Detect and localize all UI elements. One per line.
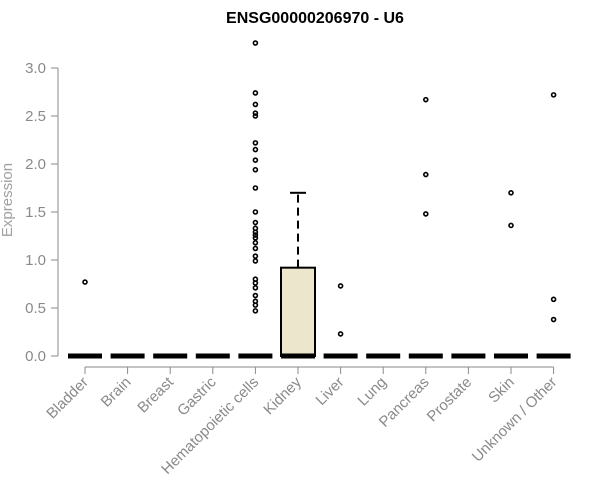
outlier-point (252, 110, 259, 116)
y-axis: 0.0 0.5 1.0 1.5 2.0 2.5 3.0 (25, 60, 59, 365)
boxes (68, 191, 571, 359)
outlier-point (252, 219, 259, 226)
outlier-point (252, 40, 259, 46)
outlier-point (252, 166, 259, 173)
outlier-point (252, 209, 259, 215)
outlier-point (252, 157, 259, 163)
y-tick-label: 0.0 (25, 348, 46, 365)
outlier-point (252, 292, 259, 299)
y-tick-label: 0.5 (25, 300, 46, 317)
outlier-point (550, 296, 557, 303)
y-tick-label: 1.5 (25, 204, 46, 221)
y-tick-label: 1.0 (25, 252, 46, 269)
outlier-point (252, 302, 259, 308)
y-tick-label: 3.0 (25, 60, 46, 77)
outlier-point (252, 239, 259, 246)
x-tick-label: Brain (98, 374, 135, 411)
x-tick-label: Skin (485, 374, 518, 407)
x-tick-label: Lung (354, 374, 390, 410)
outlier-point (252, 285, 259, 291)
outlier-point (252, 90, 259, 96)
outlier-point (337, 331, 344, 337)
outlier-point (508, 222, 514, 229)
outlier-point (550, 92, 557, 98)
outlier-point (252, 253, 259, 259)
y-tick-label: 2.0 (25, 156, 46, 173)
outlier-point (422, 171, 429, 178)
x-tick-label: Bladder (43, 374, 92, 423)
outlier-point (252, 232, 259, 238)
outlier-point (252, 235, 259, 241)
outlier-point (252, 113, 259, 119)
chart-title: ENSG00000206970 - U6 (226, 10, 404, 27)
outlier-point (82, 279, 88, 285)
y-axis-label: Expression (0, 163, 16, 237)
outlier-point (422, 211, 429, 217)
outlier-point (252, 229, 259, 235)
box-iqr (280, 266, 316, 357)
outlier-point (252, 308, 259, 314)
outlier-point (252, 258, 259, 264)
outlier-point (550, 316, 557, 323)
outlier-point (252, 101, 259, 108)
outlier-point (252, 140, 259, 146)
x-tick-label: Prostate (424, 374, 476, 426)
box-kidney (280, 191, 316, 359)
outlier-points (82, 40, 557, 337)
outlier-point (337, 283, 344, 289)
outlier-point (252, 146, 259, 153)
outlier-point (252, 185, 259, 191)
x-tick-label: Liver (312, 374, 347, 409)
x-tick-label: Breast (134, 373, 177, 416)
y-tick-label: 2.5 (25, 108, 46, 125)
outlier-point (252, 245, 259, 252)
outlier-point (252, 280, 259, 286)
outlier-point (508, 190, 514, 196)
x-tick-label: Kidney (260, 373, 305, 418)
outlier-point (422, 96, 429, 103)
